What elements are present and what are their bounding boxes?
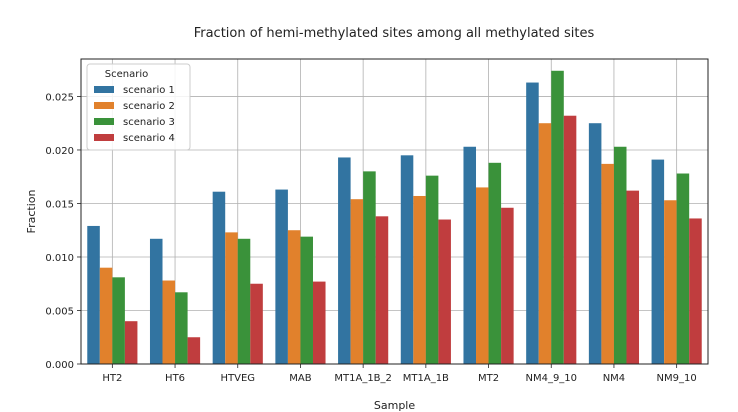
bar xyxy=(250,283,263,364)
y-tick-label: 0.010 xyxy=(45,253,74,264)
x-tick-label: MT2 xyxy=(478,373,499,384)
legend-label: scenario 1 xyxy=(123,85,175,96)
bar xyxy=(312,281,326,364)
bar xyxy=(99,267,113,364)
y-tick-label: 0.005 xyxy=(45,306,74,317)
bars xyxy=(87,70,702,365)
bar xyxy=(463,146,477,364)
bar xyxy=(601,163,614,364)
legend-label: scenario 4 xyxy=(123,133,175,144)
bar xyxy=(488,162,502,364)
bar xyxy=(149,238,163,364)
legend-box xyxy=(86,63,191,151)
bar xyxy=(287,230,301,364)
x-tick-label: MT1A_1B xyxy=(403,373,449,384)
bar xyxy=(124,321,138,364)
bar xyxy=(87,225,100,364)
bar xyxy=(225,232,238,364)
x-tick-label: HT2 xyxy=(102,373,122,384)
bar xyxy=(363,171,376,364)
x-axis: HT2 HT6 HTVEG MAB MT1A_1B_2 MT1A_1B MT2 NM4_9_1… xyxy=(102,364,697,384)
y-axis-label: Fraction xyxy=(25,190,38,234)
legend-label: scenario 2 xyxy=(123,101,175,112)
legend-swatch xyxy=(94,102,114,109)
bar xyxy=(162,280,176,364)
bar xyxy=(275,189,288,364)
bar xyxy=(425,175,439,364)
bar xyxy=(300,236,313,364)
legend-swatch xyxy=(94,118,114,125)
bar xyxy=(212,191,226,364)
chart-title: Fraction of hemi-methylated sites among … xyxy=(194,26,595,41)
bar xyxy=(551,70,564,365)
legend-label: scenario 3 xyxy=(123,117,175,128)
bar xyxy=(375,216,389,364)
bar xyxy=(664,200,677,364)
bar xyxy=(237,238,251,364)
bar xyxy=(588,123,602,364)
bar xyxy=(538,123,552,364)
bar xyxy=(676,173,690,364)
bar xyxy=(501,207,514,364)
x-tick-label: MAB xyxy=(289,373,311,384)
y-axis: 0.000 0.005 0.010 0.015 0.020 0.025 xyxy=(45,92,81,371)
x-axis-label: Sample xyxy=(374,399,415,412)
bar xyxy=(651,159,665,364)
bar xyxy=(350,199,364,364)
bar xyxy=(438,219,451,364)
bar xyxy=(476,187,489,364)
y-tick-label: 0.000 xyxy=(45,360,74,371)
x-tick-label: MT1A_1B_2 xyxy=(334,373,392,384)
bar xyxy=(112,277,125,364)
x-tick-label: HTVEG xyxy=(220,373,255,384)
x-tick-label: NM4_9_10 xyxy=(525,373,577,384)
bar xyxy=(613,146,627,364)
bar xyxy=(187,337,201,364)
x-tick-label: NM4 xyxy=(603,373,625,384)
bar xyxy=(338,157,351,364)
x-tick-label: NM9_10 xyxy=(657,373,697,384)
bar xyxy=(626,190,640,364)
legend: Scenario scenario 1 scenario 2 scenario 3 sc… xyxy=(86,63,191,151)
bar xyxy=(175,292,188,364)
y-tick-label: 0.025 xyxy=(45,92,74,103)
bar xyxy=(563,115,577,364)
bar xyxy=(413,195,426,364)
y-tick-label: 0.020 xyxy=(45,146,74,157)
x-tick-label: HT6 xyxy=(165,373,185,384)
legend-title: Scenario xyxy=(105,69,148,80)
plot-frame xyxy=(80,58,709,365)
legend-swatch xyxy=(94,86,114,93)
legend-swatch xyxy=(94,134,114,141)
y-tick-label: 0.015 xyxy=(45,199,74,210)
bar xyxy=(526,82,539,365)
bar xyxy=(400,155,414,364)
bar xyxy=(689,218,702,364)
